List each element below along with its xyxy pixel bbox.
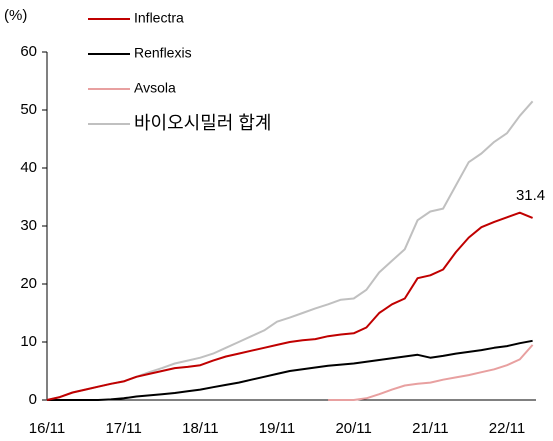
y-tick-label: 20 (20, 275, 37, 292)
x-tick-label: 18/11 (182, 420, 218, 437)
y-tick-label: 40 (20, 159, 37, 176)
x-tick-label: 16/11 (29, 420, 65, 437)
x-tick-label: 22/11 (489, 420, 525, 437)
line-series (46, 100, 534, 401)
line-series (47, 339, 533, 401)
y-tick-label: 0 (29, 391, 37, 408)
legend-label: 바이오시밀러 합계 (134, 113, 271, 133)
y-axis-label: (%) (4, 7, 27, 24)
x-tick-label: 21/11 (412, 420, 448, 437)
y-tick-label: 60 (20, 43, 37, 60)
y-tick-label: 10 (20, 333, 37, 350)
legend-label: Renflexis (134, 45, 192, 61)
x-tick-label: 17/11 (105, 420, 141, 437)
y-tick-label: 50 (20, 101, 37, 118)
legend-label: Avsola (134, 80, 176, 96)
line-series (328, 344, 534, 401)
x-tick-label: 20/11 (335, 420, 371, 437)
line-series (46, 211, 533, 401)
legend-label: Inflectra (134, 10, 184, 26)
data-label: 31.4 (516, 187, 545, 204)
y-tick-label: 30 (20, 217, 37, 234)
x-tick-label: 19/11 (259, 420, 295, 437)
